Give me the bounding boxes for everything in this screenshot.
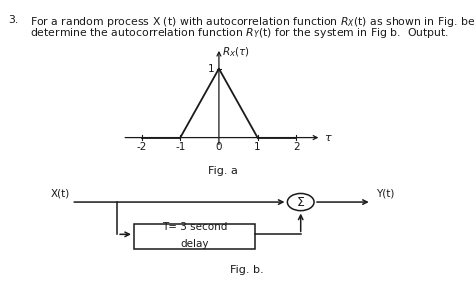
- Text: Y(t): Y(t): [376, 188, 394, 198]
- Text: -2: -2: [137, 142, 147, 153]
- Text: τ: τ: [324, 132, 331, 143]
- Text: 3.: 3.: [8, 15, 18, 25]
- Text: Fig. a: Fig. a: [208, 166, 238, 176]
- Text: determine the autocorrelation function $R_Y$(t) for the system in Fig b.  Output: determine the autocorrelation function $…: [30, 26, 449, 40]
- Text: Fig. b.: Fig. b.: [230, 265, 263, 275]
- Text: 0: 0: [216, 142, 222, 153]
- Text: delay: delay: [180, 239, 209, 249]
- Text: 1: 1: [208, 64, 214, 74]
- Text: Σ: Σ: [297, 196, 305, 209]
- Text: T= 3 second: T= 3 second: [162, 222, 227, 232]
- Circle shape: [287, 194, 314, 211]
- Text: -1: -1: [175, 142, 185, 153]
- Text: X(t): X(t): [50, 188, 70, 198]
- Text: $R_X(\tau)$: $R_X(\tau)$: [222, 46, 250, 59]
- Text: For a random process X (t) with autocorrelation function $R_X$(t) as shown in Fi: For a random process X (t) with autocorr…: [30, 15, 474, 29]
- FancyBboxPatch shape: [134, 224, 255, 249]
- Text: 2: 2: [293, 142, 300, 153]
- Text: 1: 1: [254, 142, 261, 153]
